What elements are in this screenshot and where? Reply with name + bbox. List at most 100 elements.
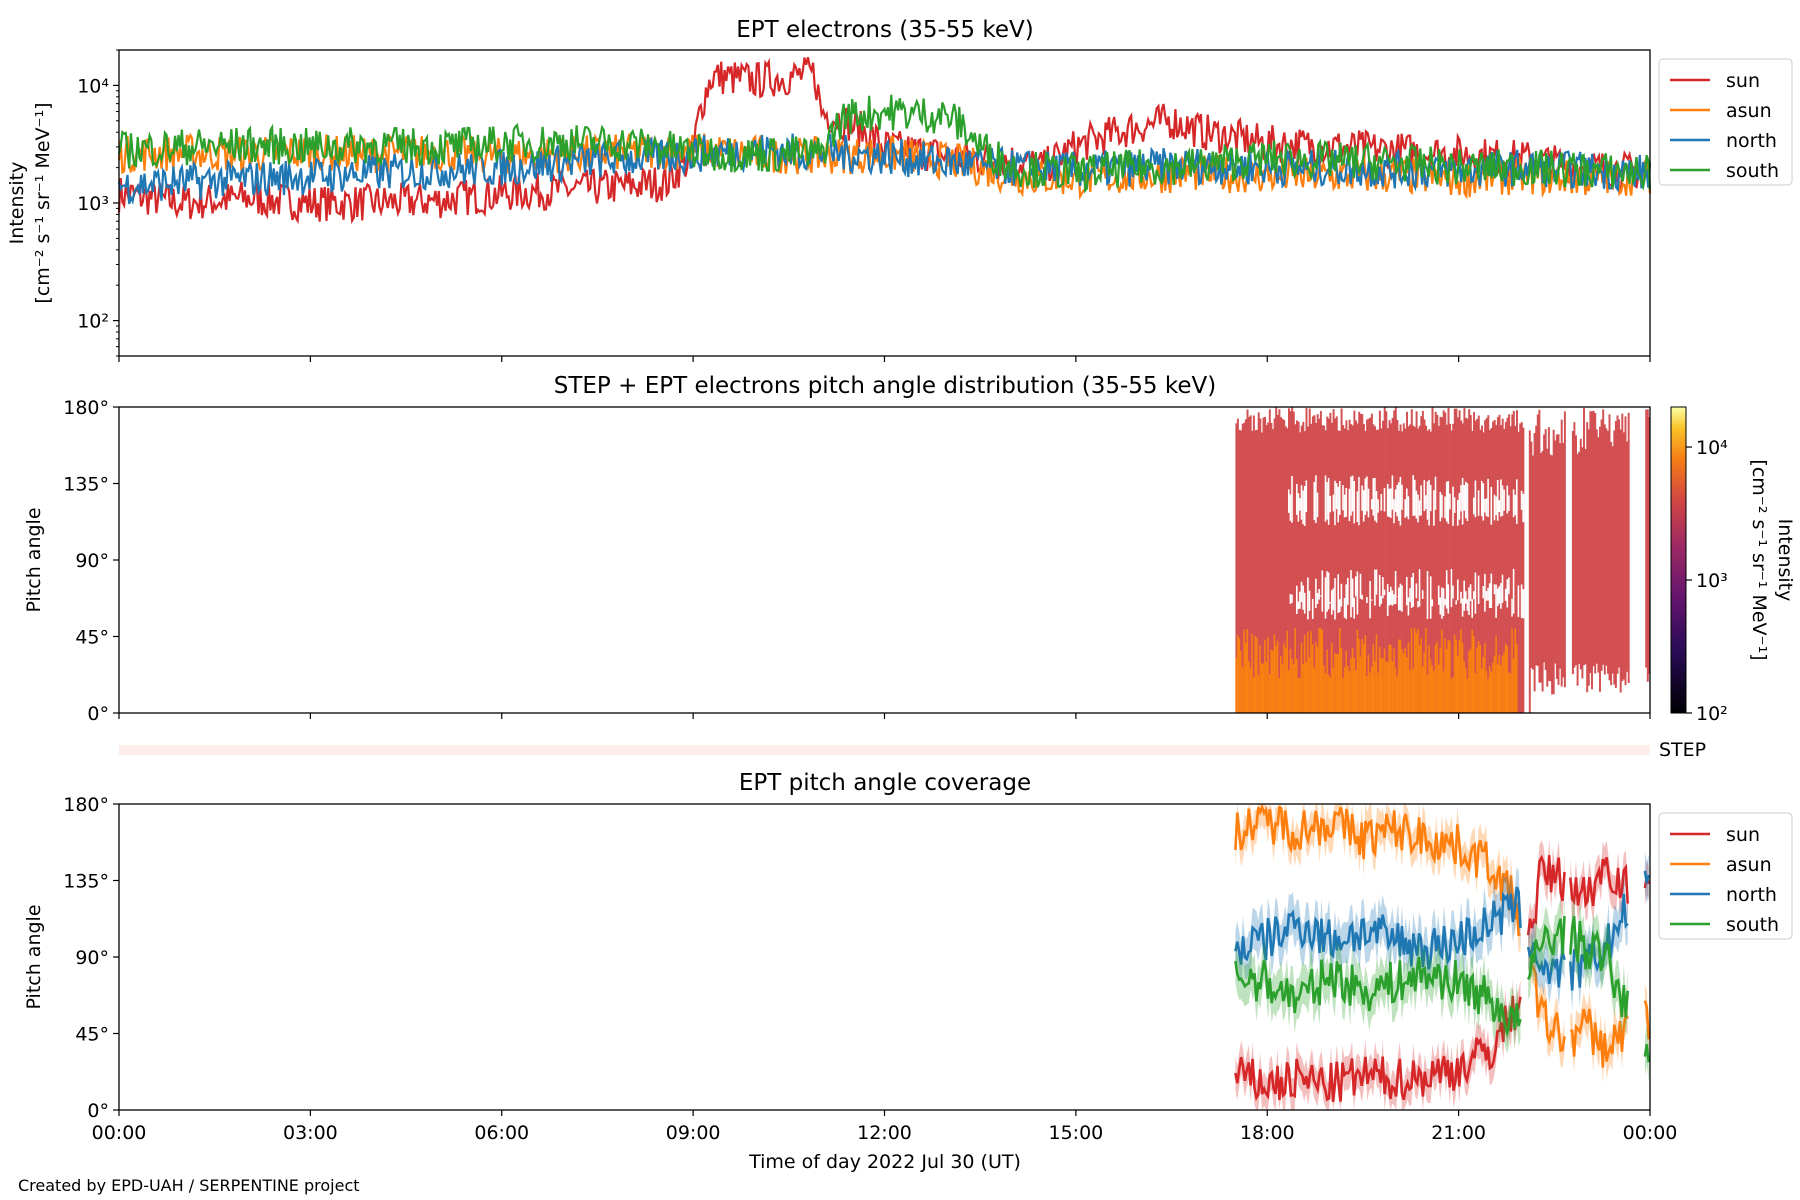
heatmap-cell <box>1576 454 1579 686</box>
heatmap-cell <box>1535 425 1538 666</box>
legend-label-asun: asun <box>1726 100 1772 122</box>
x-tick-label: 21:00 <box>1431 1122 1486 1144</box>
heatmap-gap <box>1452 486 1455 526</box>
heatmap-cell <box>1487 415 1490 713</box>
heatmap-cell <box>1579 438 1582 670</box>
heatmap-gap <box>1340 583 1343 607</box>
heatmap-gap <box>1420 485 1423 516</box>
heatmap-cell <box>1327 674 1330 713</box>
heatmap-cell <box>1398 639 1400 713</box>
heatmap-gap <box>1296 484 1298 515</box>
heatmap-gap <box>1358 476 1361 526</box>
heatmap-cell <box>1244 419 1247 713</box>
heatmap-gap <box>1520 584 1523 618</box>
heatmap-cell <box>1321 425 1324 713</box>
heatmap-cell <box>1437 664 1440 713</box>
heatmap-gap <box>1324 475 1327 522</box>
y-tick-label: 90° <box>75 947 109 969</box>
heatmap-gap <box>1404 499 1407 518</box>
heatmap-cell <box>1624 416 1627 686</box>
heatmap-gap <box>1390 586 1392 605</box>
heatmap-cell <box>1299 432 1302 713</box>
heatmap-gap <box>1337 486 1340 523</box>
heatmap-cell <box>1264 416 1267 713</box>
x-tick-label: 03:00 <box>283 1122 338 1144</box>
heatmap-gap <box>1302 490 1305 525</box>
heatmap-cell <box>1581 447 1584 679</box>
heatmap-gap <box>1487 478 1490 517</box>
coverage-line-north <box>1643 870 1650 884</box>
heatmap-cell <box>1474 420 1477 713</box>
heatmap-cell <box>1532 455 1534 670</box>
heatmap-cell <box>1380 428 1383 713</box>
heatmap-cell <box>1618 419 1621 668</box>
heatmap-gap <box>1307 577 1310 620</box>
heatmap-gap <box>1327 477 1330 525</box>
heatmap-cell <box>1503 428 1506 713</box>
heatmap-cell <box>1481 425 1483 713</box>
heatmap-gap <box>1442 588 1445 616</box>
heatmap-gap <box>1407 496 1410 520</box>
heatmap-cell <box>1243 629 1246 713</box>
heatmap-gap <box>1291 594 1294 603</box>
intensity-series-group <box>117 57 1652 225</box>
heatmap-cell <box>1396 676 1399 713</box>
heatmap-gap <box>1452 585 1455 599</box>
heatmap-cell <box>1469 415 1472 713</box>
coverage-band-north <box>1570 873 1628 1011</box>
heatmap-cell <box>1393 648 1396 713</box>
heatmap-cell <box>1481 668 1483 713</box>
heatmap-cell <box>1463 408 1466 713</box>
heatmap-cell <box>1429 659 1432 713</box>
heatmap-cell <box>1337 430 1340 713</box>
heatmap-cell <box>1571 431 1574 675</box>
heatmap-cell <box>1362 423 1365 713</box>
heatmap-cell <box>1311 644 1314 713</box>
heatmap-gap <box>1477 490 1480 516</box>
heatmap-cell <box>1540 453 1542 683</box>
heatmap-gap <box>1391 590 1394 606</box>
heatmap-cell <box>1364 635 1367 713</box>
heatmap-cell <box>1500 665 1503 713</box>
heatmap-gap <box>1466 599 1469 611</box>
heatmap-cell <box>1302 663 1305 713</box>
heatmap-gap <box>1343 598 1346 618</box>
heatmap-cell <box>1496 663 1499 713</box>
coverage-line-south <box>1569 915 1629 1018</box>
heatmap-cell <box>1455 639 1458 713</box>
heatmap-cell <box>1289 411 1292 713</box>
heatmap-cell <box>1517 431 1520 713</box>
heatmap-cell <box>1356 423 1359 713</box>
heatmap-cell <box>1460 629 1463 713</box>
heatmap-gap <box>1445 481 1448 522</box>
heatmap-gap <box>1460 591 1463 604</box>
heatmap-cell <box>1268 409 1271 713</box>
heatmap-cell <box>1342 678 1345 713</box>
heatmap-gap <box>1388 488 1391 517</box>
heatmap-cell <box>1238 638 1241 713</box>
heatmap-gap <box>1488 583 1491 608</box>
heatmap-gap <box>1429 485 1432 512</box>
heatmap-cell <box>1421 666 1424 713</box>
heatmap-gap <box>1439 597 1442 615</box>
heatmap-cell <box>1281 664 1284 713</box>
heatmap-cell <box>1310 631 1313 713</box>
heatmap-gap <box>1482 586 1485 599</box>
heatmap-cell <box>1429 431 1432 713</box>
heatmap-gap <box>1386 584 1389 617</box>
heatmap-cell <box>1495 636 1498 713</box>
heatmap-gap <box>1302 585 1305 610</box>
heatmap-cell <box>1361 414 1364 713</box>
heatmap-cell <box>1444 412 1447 713</box>
heatmap-gap <box>1351 578 1354 608</box>
heatmap-cell <box>1433 423 1436 713</box>
heatmap-cell <box>1249 667 1252 713</box>
heatmap-gap <box>1375 491 1378 523</box>
heatmap-gap <box>1366 597 1369 604</box>
heatmap-cell <box>1533 433 1536 692</box>
heatmap-gap <box>1466 483 1469 521</box>
heatmap-cell <box>1555 434 1558 679</box>
heatmap-gap <box>1393 594 1396 605</box>
legend-label-asun: asun <box>1726 854 1772 876</box>
heatmap-gap <box>1474 480 1477 518</box>
